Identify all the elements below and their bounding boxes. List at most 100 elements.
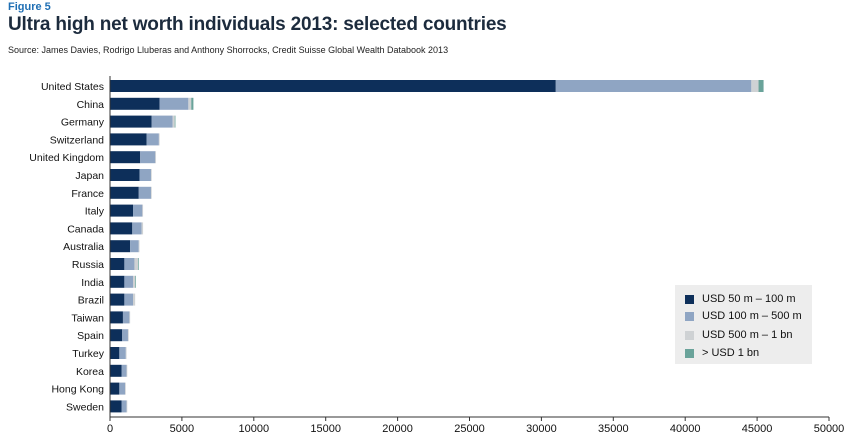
legend-label-over-1bn: > USD 1 bn — [702, 347, 760, 359]
bar-italy-series-2 — [142, 204, 144, 217]
bar-italy-series-1 — [133, 204, 143, 217]
bar-korea-series-2 — [126, 364, 128, 377]
bar-india-series-2 — [133, 275, 136, 288]
x-tick-label-25000: 25000 — [454, 423, 485, 435]
bar-switzerland-series-0 — [110, 133, 147, 146]
x-tick-label-10000: 10000 — [239, 423, 270, 435]
bar-canada-series-0 — [110, 222, 133, 235]
bar-turkey-series-1 — [119, 347, 126, 359]
legend-label-50-100m: USD 50 m – 100 m — [702, 293, 796, 305]
x-tick-label-20000: 20000 — [382, 423, 413, 435]
bar-china-series-1 — [159, 97, 189, 110]
bar-germany-series-2 — [172, 115, 175, 128]
legend-swatch-500m-1bn — [685, 330, 694, 340]
bar-united-kingdom-series-0 — [110, 151, 141, 164]
legend-swatch-50-100m — [685, 294, 694, 304]
category-label-brazil: Brazil — [78, 295, 104, 307]
legend-item-500m-1bn: USD 500 m – 1 bn — [685, 328, 793, 342]
figure-label: Figure 5 — [8, 1, 51, 13]
x-tick-label-35000: 35000 — [598, 423, 629, 435]
bar-brazil-series-1 — [124, 293, 134, 306]
bar-australia-series-0 — [110, 240, 131, 253]
category-label-hong-kong: Hong Kong — [51, 384, 104, 396]
x-tick-label-40000: 40000 — [670, 423, 701, 435]
bar-sweden-series-0 — [110, 400, 122, 413]
bar-spain-series-0 — [110, 329, 123, 342]
legend-item-over-1bn: > USD 1 bn — [685, 346, 759, 360]
bar-france-series-1 — [138, 186, 151, 199]
category-label-australia: Australia — [63, 241, 104, 253]
bar-canada-series-1 — [132, 222, 142, 235]
bar-switzerland-series-2 — [158, 133, 160, 146]
bar-spain-series-1 — [122, 329, 128, 342]
bar-turkey-series-2 — [125, 347, 127, 359]
chart-title: Ultra high net worth individuals 2013: s… — [8, 14, 507, 35]
bar-france-series-0 — [110, 186, 139, 199]
category-label-canada: Canada — [67, 223, 104, 235]
bar-united-states-series-1 — [555, 80, 752, 92]
x-tick-label-45000: 45000 — [742, 423, 773, 435]
bar-sweden-series-1 — [121, 400, 127, 413]
bar-russia-series-2 — [134, 258, 139, 270]
legend-label-500m-1bn: USD 500 m – 1 bn — [702, 329, 793, 341]
category-label-united-states: United States — [41, 81, 104, 93]
category-label-china: China — [77, 99, 105, 111]
bar-hong-kong-series-0 — [110, 382, 120, 395]
bar-china-series-2 — [188, 97, 192, 110]
bar-turkey-series-0 — [110, 347, 120, 359]
bar-italy-series-0 — [110, 204, 134, 217]
bar-australia-series-2 — [138, 240, 140, 253]
bar-india-series-0 — [110, 275, 125, 288]
bar-russia-series-3 — [138, 258, 139, 270]
category-label-france: France — [71, 188, 104, 200]
x-tick-label-30000: 30000 — [526, 423, 557, 435]
category-label-korea: Korea — [76, 366, 104, 378]
x-tick-label-15000: 15000 — [310, 423, 341, 435]
chart-source: Source: James Davies, Rodrigo Lluberas a… — [8, 45, 449, 55]
bar-united-kingdom-series-2 — [155, 151, 157, 164]
bar-australia-series-1 — [130, 240, 139, 253]
bar-germany-series-1 — [151, 115, 173, 128]
bar-japan-series-0 — [110, 169, 140, 181]
bar-brazil-series-0 — [110, 293, 125, 306]
x-tick-label-50000: 50000 — [814, 423, 845, 435]
bar-korea-series-1 — [121, 364, 127, 377]
bar-korea-series-0 — [110, 364, 122, 377]
bar-brazil-series-2 — [133, 293, 136, 306]
bar-taiwan-series-1 — [122, 311, 130, 324]
bar-united-states-series-2 — [751, 80, 759, 92]
bar-russia-series-1 — [124, 258, 135, 270]
bar-russia-series-0 — [110, 258, 125, 270]
chart-legend: USD 50 m – 100 m USD 100 m – 500 m USD 5… — [675, 285, 812, 364]
bar-canada-series-2 — [141, 222, 144, 235]
category-label-spain: Spain — [77, 330, 104, 342]
bar-china-series-0 — [110, 97, 160, 110]
bar-spain-series-2 — [127, 329, 129, 342]
bar-germany-series-3 — [174, 115, 176, 128]
category-label-italy: Italy — [85, 206, 105, 218]
bar-china-series-3 — [191, 97, 194, 110]
legend-swatch-over-1bn — [685, 348, 694, 358]
bar-taiwan-series-0 — [110, 311, 123, 324]
x-tick-label-0: 0 — [107, 423, 113, 435]
bar-france-series-2 — [150, 186, 152, 199]
bar-india-series-1 — [124, 275, 134, 288]
category-label-japan: Japan — [75, 170, 104, 182]
category-label-sweden: Sweden — [66, 401, 104, 413]
legend-item-50-100m: USD 50 m – 100 m — [685, 292, 796, 306]
bar-japan-series-1 — [139, 169, 151, 181]
legend-item-100-500m: USD 100 m – 500 m — [685, 309, 802, 323]
category-label-germany: Germany — [61, 117, 105, 129]
category-label-united-kingdom: United Kingdom — [29, 152, 104, 164]
bar-united-states-series-3 — [758, 80, 764, 92]
bar-hong-kong-series-1 — [119, 382, 126, 395]
category-label-india: India — [81, 277, 104, 289]
category-label-turkey: Turkey — [72, 348, 104, 360]
bar-taiwan-series-2 — [129, 311, 131, 324]
bar-japan-series-2 — [150, 169, 152, 181]
bar-germany-series-0 — [110, 115, 152, 128]
bar-hong-kong-series-2 — [125, 382, 126, 395]
bar-united-kingdom-series-1 — [140, 151, 156, 164]
bar-india-series-3 — [135, 275, 136, 288]
